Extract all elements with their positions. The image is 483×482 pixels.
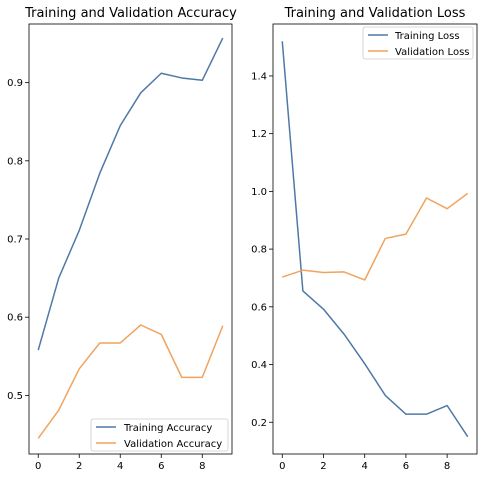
y-tick-label: 0.2: [251, 418, 267, 429]
x-tick-label: 4: [362, 461, 368, 472]
loss-chart-title: Training and Validation Loss: [284, 6, 466, 21]
accuracy-chart: Training and Validation Accuracy 0 2 4 6 8 0.…: [7, 6, 237, 472]
x-tick-label: 0: [279, 461, 285, 472]
legend-label-training-accuracy: Training Accuracy: [123, 423, 212, 434]
legend-label-validation-loss: Validation Loss: [395, 47, 470, 58]
series-line-validation-loss: [282, 192, 469, 281]
y-tick-label: 0.4: [251, 360, 267, 371]
series-line-validation-accuracy: [37, 324, 224, 439]
y-tick-label: 1.4: [251, 71, 267, 82]
y-tick-label: 0.7: [7, 235, 23, 246]
legend-label-training-loss: Training Loss: [394, 31, 460, 42]
x-tick-label: 6: [403, 461, 409, 472]
legend-label-validation-accuracy: Validation Accuracy: [124, 439, 222, 450]
x-tick-label: 2: [320, 461, 326, 472]
accuracy-legend-box: [90, 418, 229, 452]
x-tick-label: 8: [444, 461, 450, 472]
y-tick-label: 0.6: [7, 313, 23, 324]
loss-plot-area: 0 2 4 6 8 0.2 0.4 0.6 0.8 1.0 1.2 1.4: [251, 41, 469, 472]
y-tick-label: 1.2: [251, 129, 267, 140]
loss-chart: Training and Validation Loss 0 2 4 6 8 0.2 0.4…: [251, 6, 478, 472]
x-tick-label: 0: [35, 461, 41, 472]
y-tick-label: 0.6: [251, 302, 267, 313]
y-tick-label: 0.9: [7, 78, 23, 89]
loss-legend: Training Loss Validation Loss: [362, 26, 474, 60]
y-tick-label: 0.8: [251, 245, 267, 256]
accuracy-plot-frame: [28, 23, 233, 455]
y-tick-label: 1.0: [251, 187, 267, 198]
accuracy-legend: Training Accuracy Validation Accuracy: [90, 418, 229, 452]
y-tick-label: 0.8: [7, 156, 23, 167]
loss-legend-box: [362, 26, 474, 60]
x-tick-label: 2: [76, 461, 82, 472]
series-line-training-accuracy: [37, 37, 224, 351]
accuracy-plot-area: 0 2 4 6 8 0.5 0.6 0.7 0.8 0.9: [7, 37, 224, 472]
series-line-training-loss: [281, 41, 469, 438]
x-tick-label: 8: [199, 461, 205, 472]
x-tick-label: 4: [117, 461, 123, 472]
y-tick-label: 0.5: [7, 391, 23, 402]
x-tick-label: 6: [158, 461, 164, 472]
loss-plot-frame: [272, 23, 478, 455]
accuracy-chart-title: Training and Validation Accuracy: [24, 6, 237, 21]
